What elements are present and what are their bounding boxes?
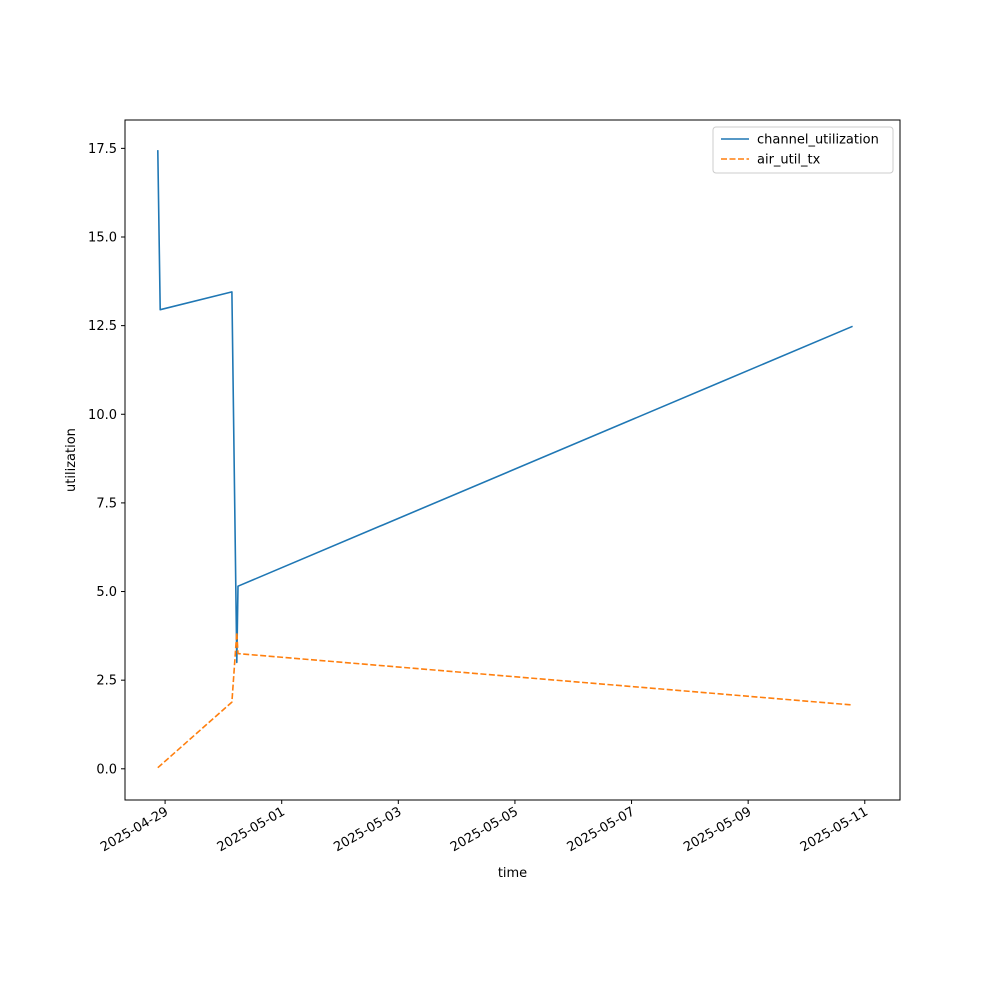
x-tick-label: 2025-05-09 [681,804,754,855]
legend: channel_utilization air_util_tx [712,126,894,174]
series-line-channel-utilization [157,150,853,664]
x-axis-label: time [498,866,527,881]
series-line-air-util-tx [157,631,853,769]
x-tick-label: 2025-05-01 [215,804,288,855]
y-tick-label: 10.0 [88,408,117,423]
x-tick-label: 2025-05-07 [565,804,638,855]
plot-frame [124,119,901,801]
plot-area [125,120,900,800]
y-tick-label: 7.5 [96,496,117,511]
legend-label: air_util_tx [757,153,821,168]
x-tick-label: 2025-05-05 [448,804,521,855]
plot-background [125,120,900,800]
y-tick-label: 0.0 [96,762,117,777]
legend-box [712,126,894,174]
x-tick-label: 2025-05-03 [331,804,404,855]
y-tick-label: 12.5 [88,319,117,334]
y-tick-label: 5.0 [96,585,117,600]
x-tick-label: 2025-05-11 [798,804,871,855]
y-tick-label: 2.5 [96,674,117,689]
legend-label: channel_utilization [757,133,879,148]
x-tick-label: 2025-04-29 [98,804,171,855]
y-axis-label: utilization [64,428,79,492]
series-lines [157,150,853,769]
y-tick-label: 17.5 [88,142,117,157]
y-tick-label: 15.0 [88,230,117,245]
